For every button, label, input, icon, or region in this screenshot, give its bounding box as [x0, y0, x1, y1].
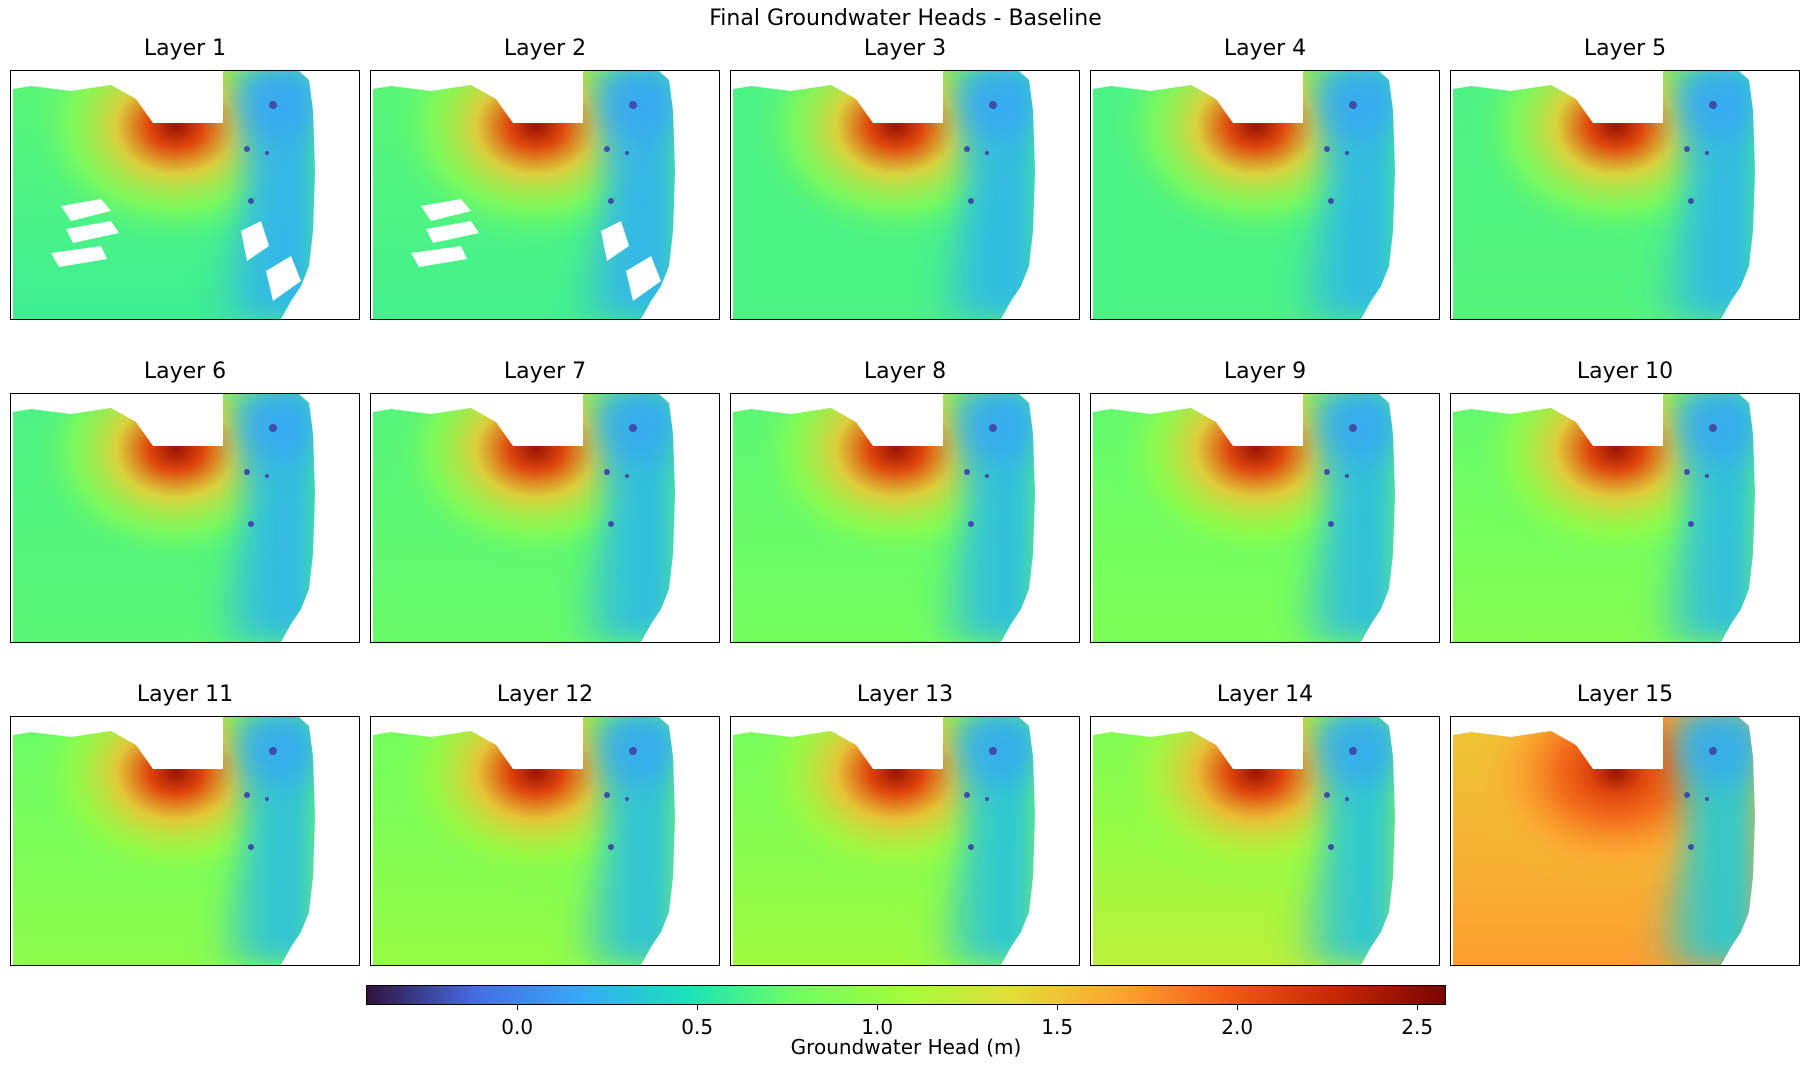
heatmap-panel: Layer 6 — [10, 359, 360, 643]
panel-title: Layer 13 — [856, 682, 954, 707]
colorbar-tick — [1237, 1005, 1239, 1010]
head-field — [1093, 71, 1395, 319]
heatmap-panel: Layer 9 — [1090, 359, 1440, 643]
head-field — [1453, 71, 1755, 319]
heatmap-panel: Layer 2 — [370, 36, 720, 320]
colorbar-tick-label: 2.0 — [1221, 1015, 1254, 1039]
panel-title: Layer 1 — [143, 36, 227, 61]
heatmap-panel: Layer 11 — [10, 682, 360, 966]
panel-title: Layer 10 — [1576, 359, 1674, 384]
panel-title: Layer 9 — [1223, 359, 1307, 384]
panel-axes — [1090, 393, 1440, 643]
panel-axes — [1450, 393, 1800, 643]
colorbar-gradient — [366, 985, 1446, 1005]
head-field — [1453, 394, 1755, 642]
panel-title: Layer 7 — [503, 359, 587, 384]
heatmap-panel: Layer 5 — [1450, 36, 1800, 320]
heatmap-panel: Layer 10 — [1450, 359, 1800, 643]
heatmap-panel: Layer 12 — [370, 682, 720, 966]
panel-axes — [10, 70, 360, 320]
panel-title: Layer 3 — [863, 36, 947, 61]
heatmap-panel: Layer 15 — [1450, 682, 1800, 966]
panel-axes — [10, 393, 360, 643]
heatmap-panel: Layer 14 — [1090, 682, 1440, 966]
head-field — [733, 394, 1035, 642]
colorbar-tick — [1057, 1005, 1059, 1010]
colorbar — [366, 985, 1446, 1005]
panel-title: Layer 14 — [1216, 682, 1314, 707]
panel-axes — [730, 393, 1080, 643]
heatmap-panel: Layer 1 — [10, 36, 360, 320]
heatmap-panel: Layer 7 — [370, 359, 720, 643]
head-field — [373, 394, 675, 642]
heatmap-panel: Layer 3 — [730, 36, 1080, 320]
colorbar-tick — [517, 1005, 519, 1010]
panel-title: Layer 8 — [863, 359, 947, 384]
head-field — [13, 717, 315, 965]
panel-title: Layer 5 — [1583, 36, 1667, 61]
head-field — [373, 717, 675, 965]
head-field — [733, 717, 1035, 965]
colorbar-tick-label: 0.5 — [681, 1015, 714, 1039]
panel-axes — [370, 70, 720, 320]
panel-axes — [1090, 716, 1440, 966]
panel-axes — [730, 70, 1080, 320]
panel-axes — [1450, 716, 1800, 966]
panel-axes — [1450, 70, 1800, 320]
colorbar-ticks: 0.0 0.5 1.0 1.5 2.0 2.5 — [366, 1005, 1446, 1045]
head-field — [1093, 717, 1395, 965]
panel-axes — [370, 393, 720, 643]
panel-title: Layer 11 — [136, 682, 234, 707]
panel-axes — [10, 716, 360, 966]
panel-axes — [370, 716, 720, 966]
panel-axes — [1090, 70, 1440, 320]
colorbar-tick — [877, 1005, 879, 1010]
head-field — [13, 71, 315, 319]
panel-title: Layer 12 — [496, 682, 594, 707]
heatmap-panel: Layer 8 — [730, 359, 1080, 643]
panel-title: Layer 15 — [1576, 682, 1674, 707]
panel-axes — [730, 716, 1080, 966]
colorbar-tick-label: 1.5 — [1041, 1015, 1074, 1039]
colorbar-tick-label: 0.0 — [501, 1015, 534, 1039]
head-field — [373, 71, 675, 319]
head-field — [733, 71, 1035, 319]
colorbar-label: Groundwater Head (m) — [790, 1035, 1022, 1059]
colorbar-tick-label: 2.5 — [1401, 1015, 1434, 1039]
head-field — [13, 394, 315, 642]
figure-title: Final Groundwater Heads - Baseline — [709, 6, 1102, 31]
panel-title: Layer 2 — [503, 36, 587, 61]
head-field — [1453, 717, 1755, 965]
head-field — [1093, 394, 1395, 642]
panel-title: Layer 6 — [143, 359, 227, 384]
heatmap-panel: Layer 13 — [730, 682, 1080, 966]
panel-title: Layer 4 — [1223, 36, 1307, 61]
colorbar-tick-label: 1.0 — [861, 1015, 894, 1039]
heatmap-panel: Layer 4 — [1090, 36, 1440, 320]
colorbar-tick — [697, 1005, 699, 1010]
colorbar-tick — [1417, 1005, 1419, 1010]
